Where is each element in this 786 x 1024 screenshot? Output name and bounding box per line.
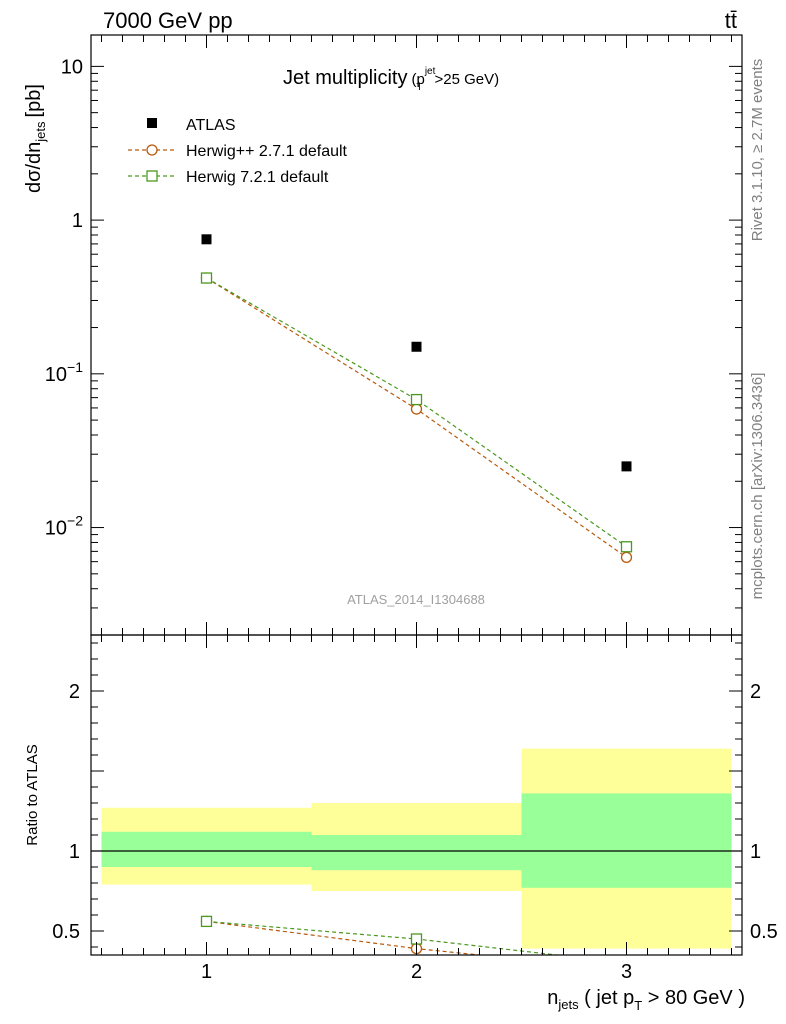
title-cut-sub: T: [416, 82, 422, 93]
herwig7-point: [410, 393, 423, 406]
x-label-main: n: [547, 987, 558, 1009]
main-y-tick-label: 10: [61, 56, 83, 78]
stat-uncertainty-band: [521, 793, 732, 888]
ratio-y-tick-label: 1: [69, 841, 80, 863]
title-cut-sup: jet: [424, 66, 436, 77]
legend-label-atlas: ATLAS: [186, 117, 236, 134]
x-tick-label: 3: [621, 961, 632, 983]
x-label-rest: > 80 GeV ): [642, 987, 745, 1009]
x-axis-label: njets ( jet pT > 80 GeV ): [547, 987, 745, 1013]
atlas-data-point: [411, 341, 422, 352]
title-cut-p: p: [416, 71, 424, 88]
ratio-y-tick-label-right: 2: [750, 681, 761, 703]
x-label-sub: jets: [557, 997, 579, 1012]
legend-marker-filled-square: [147, 118, 157, 128]
legend-entry-herwigpp: Herwig++ 2.7.1 default: [128, 143, 348, 160]
x-label-mid: ( jet p: [579, 987, 635, 1009]
main-y-axis-ticks: 10 1 10−1 10−2: [45, 56, 742, 636]
main-plot-marks: [200, 234, 633, 563]
atlas-data-point: [201, 234, 212, 245]
stat-uncertainty-band: [311, 835, 522, 871]
analysis-label: ATLAS_2014_I1304688: [347, 592, 485, 607]
y-label-main: dσ/dn: [23, 142, 45, 193]
x-tick-label: 2: [411, 961, 422, 983]
herwig7-point: [200, 272, 213, 284]
legend-marker-open-square: [146, 170, 158, 182]
rivet-version-label: Rivet 3.1.10, ≥ 2.7M events: [749, 59, 766, 242]
main-y-axis-label: dσ/dnjets [pb]: [23, 84, 48, 193]
herwigpp-point: [410, 403, 423, 415]
ratio-plot-frame: [90, 634, 743, 956]
stat-uncertainty-band: [101, 831, 312, 867]
legend-label-herwig7: Herwig 7.2.1 default: [186, 169, 329, 186]
y-label-sub: jets: [33, 121, 48, 143]
y-label-unit: [pb]: [23, 84, 45, 117]
main-y-tick-label: 1: [72, 210, 83, 232]
main-y-tick-label: 10−1: [45, 359, 83, 386]
main-plot-title: Jet multiplicity (pjet T >25 GeV): [283, 66, 499, 93]
legend-marker-open-circle: [146, 144, 158, 156]
ratio-y-tick-label-right: 1: [750, 841, 761, 863]
mcplots-label: mcplots.cern.ch [arXiv:1306.3436]: [749, 373, 766, 600]
legend: ATLAS Herwig++ 2.7.1 default Herwig 7.2.…: [128, 117, 348, 186]
ratio-uncertainty-bands: [91, 748, 742, 949]
title-text: Jet multiplicity: [283, 67, 407, 89]
series-line-1: [206, 277, 627, 558]
series-line-2: [206, 277, 627, 548]
legend-entry-herwig7: Herwig 7.2.1 default: [128, 169, 329, 186]
ratio-herwig7-point: [200, 915, 213, 928]
ratio-y-tick-label-right: 0.5: [750, 921, 778, 943]
main-y-tick-label: 10−2: [45, 513, 83, 540]
ratio-y-tick-label: 2: [69, 681, 80, 703]
atlas-data-point: [621, 461, 632, 472]
ratio-y-tick-label: 0.5: [52, 921, 80, 943]
herwigpp-point: [620, 551, 633, 563]
herwig7-point: [620, 541, 633, 553]
ratio-y-axis-label: Ratio to ATLAS: [24, 744, 41, 845]
header-energy-label: 7000 GeV pp: [103, 8, 233, 33]
legend-entry-atlas: ATLAS: [147, 117, 236, 134]
ratio-y-axis-ticks: 0.5 0.5 1 1 2 2: [52, 642, 778, 948]
x-tick-label: 1: [201, 961, 212, 983]
legend-label-herwigpp: Herwig++ 2.7.1 default: [186, 143, 348, 160]
title-cut-rest: >25 GeV): [435, 71, 500, 88]
x-label-sub2: T: [634, 998, 642, 1013]
x-axis-ticks: 1 2 3: [101, 35, 732, 983]
header-process-label: tt̄: [725, 8, 737, 33]
